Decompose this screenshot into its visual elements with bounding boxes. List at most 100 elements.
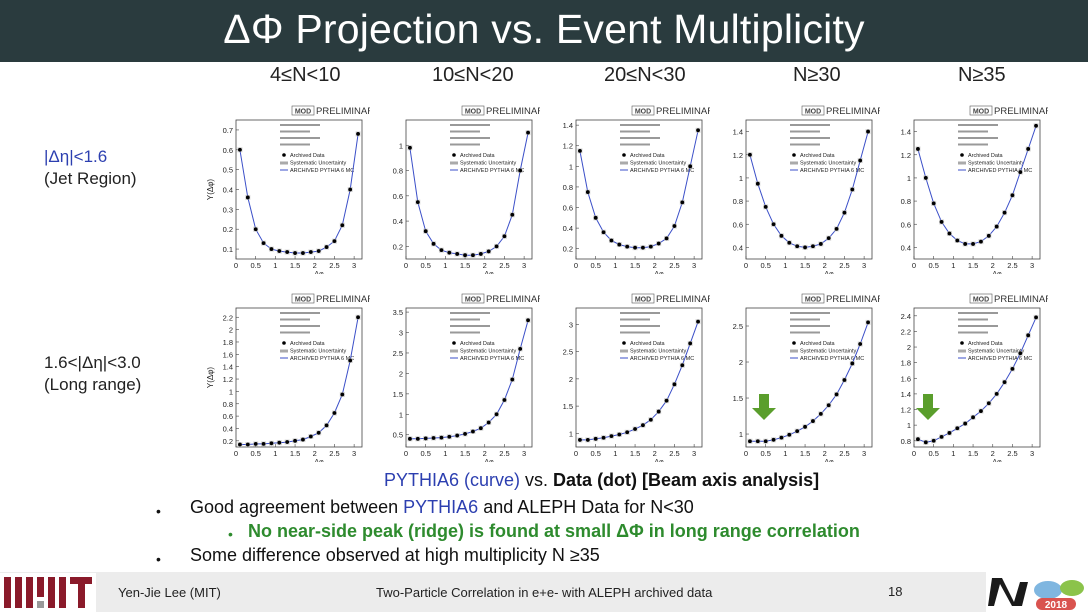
mod-logo-box	[461, 105, 485, 116]
y-tick-label: 0.5	[223, 166, 233, 175]
data-point	[842, 378, 847, 382]
x-tick-label: 0	[574, 261, 578, 270]
legend-header-line	[958, 331, 988, 334]
x-tick-label: 1	[273, 449, 277, 458]
data-point	[245, 442, 250, 447]
legend-header-line	[620, 325, 660, 327]
data-point	[779, 233, 784, 238]
bullet-1-post: and ALEPH Data for N<30	[478, 497, 694, 517]
data-point	[688, 341, 693, 346]
x-axis-label: Δφ	[992, 271, 1002, 274]
data-point	[625, 244, 630, 249]
x-tick-label: 2.5	[1007, 261, 1017, 270]
y-tick-label: 0.6	[223, 146, 233, 155]
plot-legend: Archived Data Systematic UncertaintyARCHI…	[620, 124, 694, 174]
x-tick-label: 0.5	[760, 449, 770, 458]
legend-header-line	[790, 143, 820, 146]
data-point	[593, 436, 598, 441]
legend-data-label: Archived Data	[800, 153, 835, 159]
legend-syst-marker	[280, 161, 288, 165]
legend-syst-label: Systematic Uncertainty	[630, 349, 686, 355]
legend-data-label: Archived Data	[290, 341, 325, 347]
plot-frame	[575, 307, 703, 448]
y-tick-label: 1	[399, 410, 403, 419]
legend-data-marker	[622, 341, 626, 345]
x-tick-label: 1	[951, 449, 955, 458]
data-point	[356, 132, 360, 136]
data-point	[994, 391, 999, 396]
data-point	[578, 438, 582, 442]
y-tick-label: 2.5	[563, 348, 573, 357]
legend-mc-label: ARCHIVED PYTHIA 6 MC	[460, 168, 524, 174]
mod-preliminary-label: MOD PRELIMINARY	[291, 105, 370, 117]
data-point	[696, 319, 700, 324]
data-point	[486, 420, 491, 425]
plot-frame	[405, 119, 533, 260]
mod-logo-box	[969, 293, 993, 304]
legend-mc-label: ARCHIVED PYTHIA 6 MC	[460, 356, 524, 362]
data-point	[931, 438, 936, 443]
data-point	[656, 409, 661, 414]
data-point	[478, 426, 483, 431]
y-tick-label: 0.5	[393, 431, 403, 440]
data-point	[253, 227, 258, 232]
data-point	[269, 441, 274, 446]
legend-data-marker	[960, 341, 964, 345]
plot-frame	[913, 307, 1041, 448]
data-point	[923, 176, 928, 180]
data-point	[916, 437, 920, 442]
x-tick-label: 1.5	[630, 261, 640, 270]
legend-syst-label: Systematic Uncertainty	[800, 161, 856, 167]
data-point	[866, 129, 870, 134]
data-point	[963, 421, 968, 426]
x-tick-label: 0	[234, 261, 238, 270]
data-point	[795, 429, 800, 434]
data-point	[601, 230, 606, 235]
preliminary-text: PRELIMINARY	[994, 106, 1048, 117]
x-axis-label: Δφ	[484, 271, 494, 274]
legend-syst-marker	[790, 161, 798, 165]
plot-panel-r2-c2: MOD PRELIMINARY Archived Data Systematic Un…	[370, 290, 540, 462]
plot-panel-r1-c3: MOD PRELIMINARY Archived Data Systematic Un…	[540, 102, 710, 274]
x-tick-label: 2.5	[329, 449, 339, 458]
legend-mc-label: ARCHIVED PYTHIA 6 MC	[968, 168, 1032, 174]
data-point	[931, 201, 936, 206]
data-point	[858, 342, 863, 346]
y-tick-label: 0.6	[901, 220, 911, 229]
legend-header-line	[790, 318, 820, 321]
legend-syst-marker	[450, 161, 458, 165]
x-tick-label: 2.5	[839, 261, 849, 270]
plot-frame	[235, 307, 363, 448]
slide-title: ΔΦ Projection vs. Event Multiplicity	[223, 6, 865, 52]
x-tick-label: 2.5	[329, 261, 339, 270]
data-point	[415, 200, 420, 205]
x-axis-label: Δφ	[654, 459, 664, 462]
y-tick-label: 0.8	[393, 167, 403, 176]
data-point	[795, 244, 800, 249]
data-point	[939, 220, 944, 224]
mod-logo-text: MOD	[805, 297, 821, 304]
x-tick-label: 1.5	[800, 449, 810, 458]
green-arrow-icon	[916, 394, 940, 420]
plot-svg: MOD PRELIMINARY Archived Data Systematic Un…	[733, 105, 880, 274]
legend-data-marker	[452, 341, 456, 345]
x-tick-label: 0.5	[250, 449, 260, 458]
plot-frame	[575, 119, 703, 260]
plot-legend: Archived Data Systematic UncertaintyARCHI…	[790, 312, 864, 362]
legend-header-line	[790, 325, 830, 327]
data-point	[502, 398, 507, 402]
data-point	[423, 436, 428, 441]
legend-data-label: Archived Data	[630, 341, 665, 347]
y-tick-label: 1.2	[223, 375, 233, 384]
y-tick-label: 0.4	[223, 186, 233, 195]
data-point	[301, 437, 305, 442]
data-point	[593, 215, 598, 220]
data-point	[811, 244, 815, 249]
x-tick-label: 2	[483, 261, 487, 270]
column-header-4: N≥30	[793, 64, 841, 86]
x-tick-label: 2.5	[1007, 449, 1017, 458]
y-tick-label: 1.6	[901, 374, 911, 383]
data-point	[269, 247, 274, 251]
data-point	[771, 222, 776, 227]
y-tick-label: 0.4	[901, 243, 911, 252]
